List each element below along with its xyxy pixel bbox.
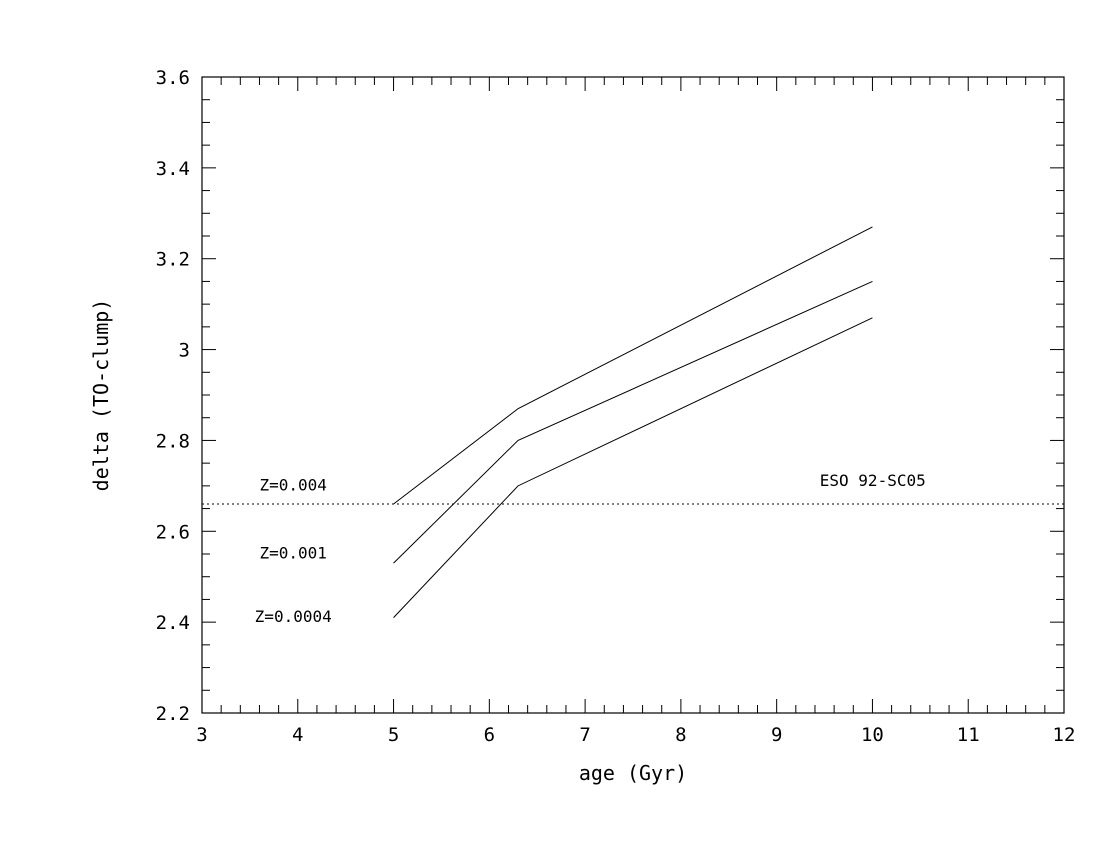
y-tick-label: 2.6 xyxy=(156,521,190,543)
y-tick-label: 3.2 xyxy=(156,249,190,271)
x-tick-label: 7 xyxy=(579,724,590,746)
series-labels: Z=0.004 Z=0.001 Z=0.0004 xyxy=(255,475,332,626)
y-tick-label: 2.4 xyxy=(156,612,190,634)
series-label: Z=0.004 xyxy=(259,475,326,494)
series-label: Z=0.001 xyxy=(259,544,326,563)
y-tick-label: 2.2 xyxy=(156,703,190,725)
x-tick-label: 9 xyxy=(771,724,782,746)
x-tick-label: 10 xyxy=(861,724,884,746)
x-tick-label: 6 xyxy=(484,724,495,746)
y-axis-label: delta (TO-clump) xyxy=(89,299,113,492)
series-line xyxy=(393,226,873,505)
x-tick-label: 12 xyxy=(1053,724,1076,746)
annotation-label: ESO 92-SC05 xyxy=(820,471,926,490)
y-tick-label: 2.8 xyxy=(156,430,190,452)
y-tick-label: 3 xyxy=(179,340,190,362)
x-tick-label: 5 xyxy=(388,724,399,746)
series-lines xyxy=(393,226,873,618)
x-tick-label: 8 xyxy=(675,724,686,746)
annotations: ESO 92-SC05 xyxy=(820,471,926,490)
axis-ticks xyxy=(201,76,1065,714)
y-tick-label: 3.4 xyxy=(156,158,190,180)
y-tick-label: 3.6 xyxy=(156,67,190,89)
x-tick-label: 4 xyxy=(292,724,303,746)
series-label: Z=0.0004 xyxy=(255,607,332,626)
series-line xyxy=(393,317,873,618)
x-tick-label: 3 xyxy=(196,724,207,746)
x-axis-label: age (Gyr) xyxy=(579,761,687,785)
tick-labels: 3 4 5 6 7 8 9 10 11 12 2.2 2.4 2.6 2.8 3 3.2 3.4 3.6 xyxy=(156,67,1076,746)
series-line xyxy=(393,280,873,564)
x-tick-label: 11 xyxy=(957,724,980,746)
